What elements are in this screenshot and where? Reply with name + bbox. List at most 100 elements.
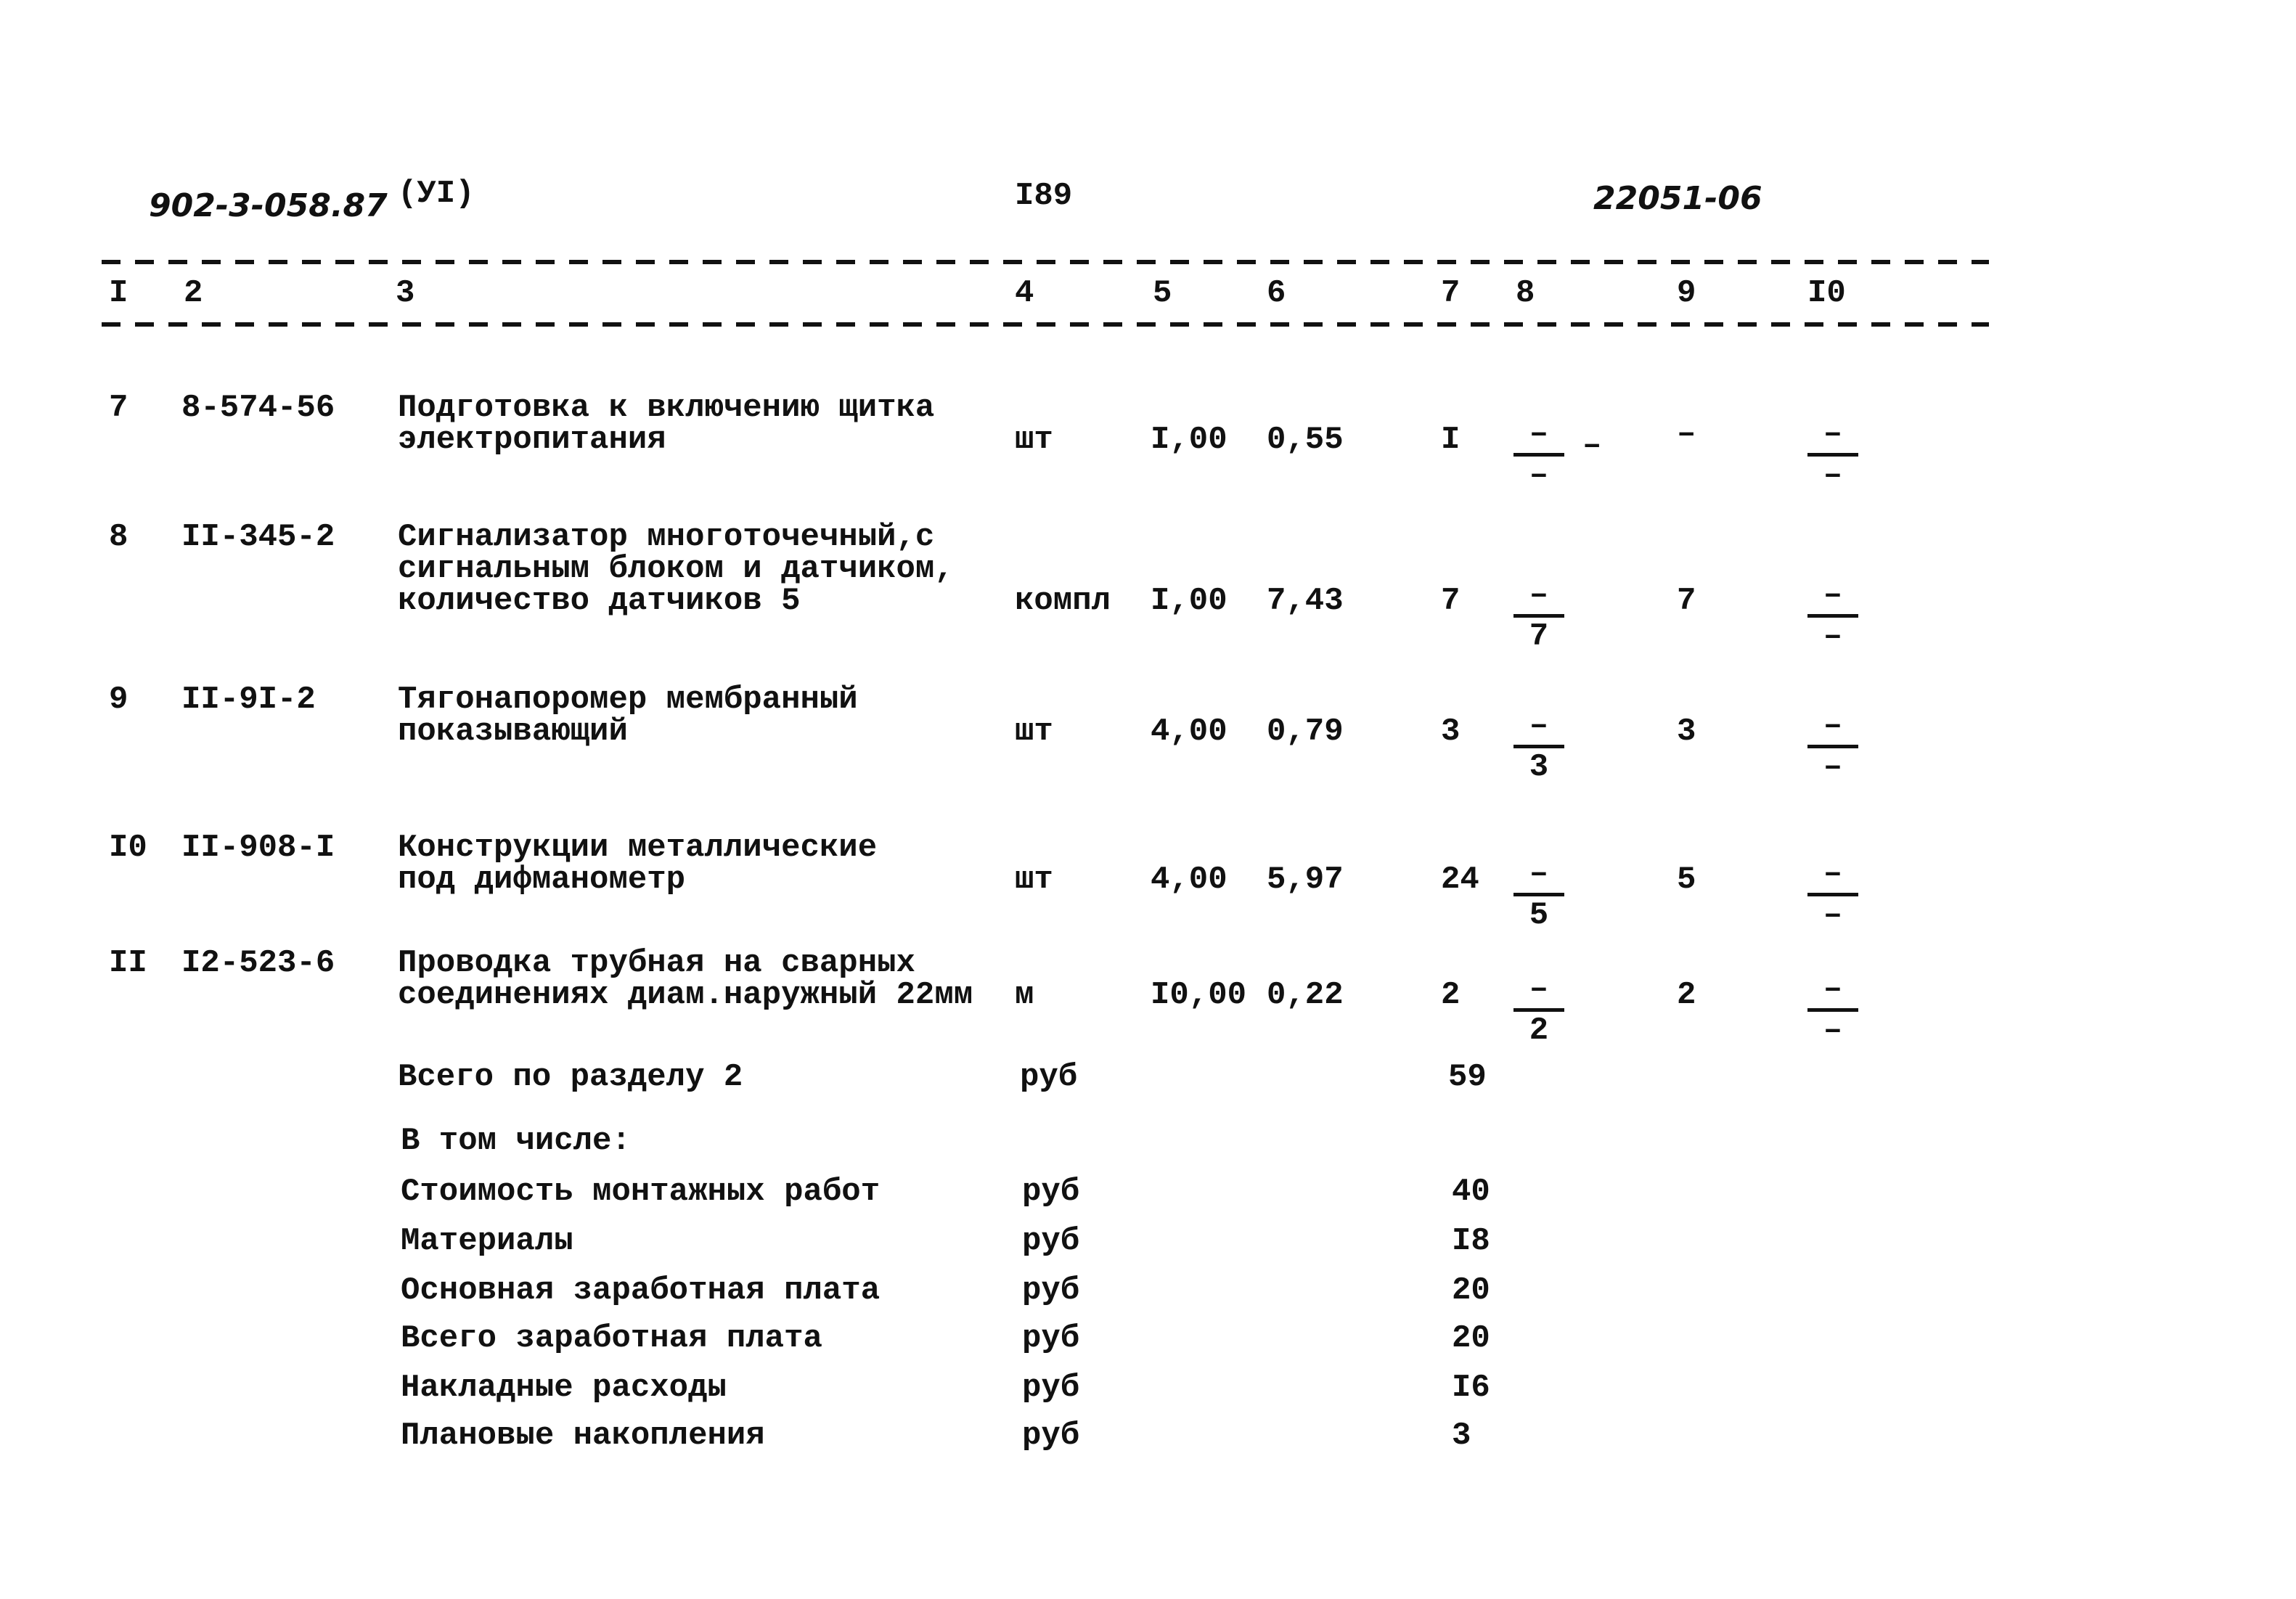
work-description: Конструкции металлические bbox=[398, 830, 878, 866]
work-description: соединениях диам.наружный 22мм bbox=[398, 977, 973, 1013]
fraction-col8: –2 bbox=[1513, 973, 1564, 1047]
total-cost: I bbox=[1441, 422, 1460, 458]
fraction-col10: – – bbox=[1807, 710, 1858, 783]
rate-code: 8-574-56 bbox=[181, 390, 335, 426]
work-description: под дифманометр bbox=[398, 862, 686, 898]
row-number: 9 bbox=[109, 682, 128, 718]
breakdown-value: 3 bbox=[1452, 1418, 1471, 1454]
page-number: I89 bbox=[1015, 178, 1073, 214]
col9-value: – bbox=[1677, 416, 1696, 452]
dash-col8: – bbox=[1582, 428, 1602, 464]
unit-price: 0,55 bbox=[1267, 422, 1344, 458]
fraction-bottom: 7 bbox=[1529, 618, 1549, 655]
row-number: I0 bbox=[109, 830, 147, 866]
unit: шт bbox=[1015, 422, 1053, 458]
column-header: 5 bbox=[1153, 275, 1172, 311]
work-description: Сигнализатор многоточечный,с bbox=[398, 519, 935, 555]
fraction-col10: – – bbox=[1807, 973, 1858, 1047]
column-header: 6 bbox=[1267, 275, 1286, 311]
fraction-top: – bbox=[1529, 856, 1549, 892]
breakdown-label: Накладные расходы bbox=[401, 1370, 727, 1406]
fraction-bar bbox=[1807, 745, 1858, 748]
breakdown-label: Плановые накопления bbox=[401, 1418, 765, 1454]
breakdown-value: I8 bbox=[1452, 1223, 1490, 1259]
work-description: Проводка трубная на сварных bbox=[398, 945, 915, 981]
total-cost: 2 bbox=[1441, 977, 1460, 1013]
fraction-col10: – – bbox=[1807, 858, 1858, 931]
breakdown-value: 20 bbox=[1452, 1320, 1490, 1357]
fraction-bottom: 5 bbox=[1529, 897, 1549, 933]
fraction-bottom: – bbox=[1823, 618, 1843, 655]
fraction-bar bbox=[1513, 453, 1564, 457]
total-unit: руб bbox=[1020, 1059, 1078, 1095]
breakdown-label: Стоимость монтажных работ bbox=[401, 1174, 881, 1210]
quantity: 4,00 bbox=[1151, 713, 1227, 750]
breakdown-value: I6 bbox=[1452, 1370, 1490, 1406]
fraction-col10: – – bbox=[1807, 418, 1858, 491]
fraction-bar bbox=[1513, 893, 1564, 896]
fraction-bottom: – bbox=[1823, 749, 1843, 785]
fraction-bar bbox=[1807, 1008, 1858, 1012]
quantity: I,00 bbox=[1151, 422, 1227, 458]
fraction-bottom: 2 bbox=[1529, 1013, 1549, 1049]
including-label: В том числе: bbox=[401, 1123, 631, 1159]
fraction-top: – bbox=[1823, 416, 1843, 452]
column-header: 7 bbox=[1441, 275, 1460, 311]
fraction-bar bbox=[1513, 1008, 1564, 1012]
fraction-top: – bbox=[1529, 416, 1549, 452]
fraction-bar bbox=[1807, 614, 1858, 618]
breakdown-value: 20 bbox=[1452, 1272, 1490, 1309]
fraction-col8: – – bbox=[1513, 418, 1564, 491]
unit: м bbox=[1015, 977, 1034, 1013]
breakdown-label: Материалы bbox=[401, 1223, 573, 1259]
fraction-col8: –5 bbox=[1513, 858, 1564, 931]
column-header: I0 bbox=[1807, 275, 1846, 311]
fraction-bottom: – bbox=[1823, 1013, 1843, 1049]
fraction-bottom: – bbox=[1529, 457, 1549, 494]
fraction-bottom: 3 bbox=[1529, 749, 1549, 785]
breakdown-unit: руб bbox=[1022, 1223, 1080, 1259]
work-description: Тягонапоромер мембранный bbox=[398, 682, 858, 718]
rate-code: II-908-I bbox=[181, 830, 335, 866]
unit-price: 5,97 bbox=[1267, 862, 1344, 898]
total-value: 59 bbox=[1448, 1059, 1487, 1095]
col9-value: 2 bbox=[1677, 977, 1696, 1013]
breakdown-unit: руб bbox=[1022, 1418, 1080, 1454]
breakdown-value: 40 bbox=[1452, 1174, 1490, 1210]
fraction-col8: –3 bbox=[1513, 710, 1564, 783]
fraction-col8: –7 bbox=[1513, 579, 1564, 653]
column-header: I bbox=[109, 275, 128, 311]
unit: шт bbox=[1015, 862, 1053, 898]
fraction-top: – bbox=[1529, 971, 1549, 1007]
breakdown-unit: руб bbox=[1022, 1320, 1080, 1357]
inventory-number: 22051-06 bbox=[1593, 180, 1762, 217]
divider-top bbox=[102, 260, 1989, 264]
column-header: 4 bbox=[1015, 275, 1034, 311]
quantity: 4,00 bbox=[1151, 862, 1227, 898]
row-number: II bbox=[109, 945, 147, 981]
column-header: 2 bbox=[184, 275, 203, 311]
rate-code: I2-523-6 bbox=[181, 945, 335, 981]
fraction-bottom: – bbox=[1823, 897, 1843, 933]
fraction-top: – bbox=[1529, 577, 1549, 613]
quantity: I0,00 bbox=[1151, 977, 1247, 1013]
total-label: Всего по разделу 2 bbox=[398, 1059, 743, 1095]
divider-bottom bbox=[102, 322, 1989, 327]
rate-code: II-9I-2 bbox=[181, 682, 316, 718]
work-description: сигнальным блоком и датчиком, bbox=[398, 551, 954, 587]
fraction-col10: – – bbox=[1807, 579, 1858, 653]
breakdown-unit: руб bbox=[1022, 1272, 1080, 1309]
col9-value: 7 bbox=[1677, 583, 1696, 619]
fraction-top: – bbox=[1529, 708, 1549, 744]
breakdown-unit: руб bbox=[1022, 1370, 1080, 1406]
breakdown-label: Всего заработная плата bbox=[401, 1320, 822, 1357]
row-number: 8 bbox=[109, 519, 128, 555]
document-code: 902-3-058.87 bbox=[149, 187, 388, 224]
breakdown-label: Основная заработная плата bbox=[401, 1272, 881, 1309]
fraction-top: – bbox=[1823, 971, 1843, 1007]
work-description: электропитания bbox=[398, 422, 666, 458]
fraction-bar bbox=[1807, 453, 1858, 457]
section-label: (УI) bbox=[398, 176, 475, 212]
column-header: 3 bbox=[396, 275, 415, 311]
unit-price: 0,79 bbox=[1267, 713, 1344, 750]
